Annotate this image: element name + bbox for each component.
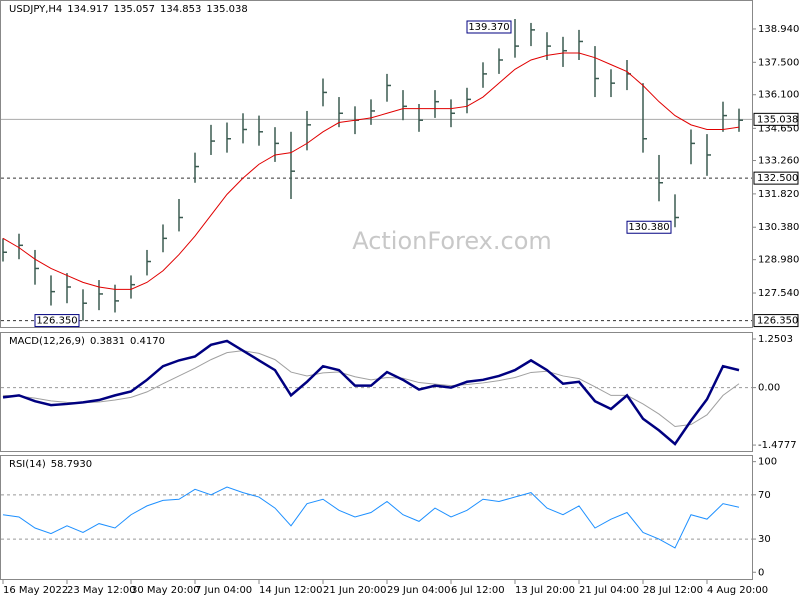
header-value: 134.853	[160, 4, 201, 15]
header-value: 58.7930	[51, 459, 92, 470]
y-tick-label: 133.260	[758, 156, 799, 167]
y-tick-label: 30	[758, 534, 771, 545]
panel-title: RSI(14) 58.7930	[9, 459, 92, 470]
rsi-line	[2, 486, 740, 549]
watermark: ActionForex.com	[352, 227, 552, 255]
level-label: 132.500	[757, 173, 798, 184]
header-value: USDJPY,H4	[9, 4, 62, 15]
x-tick-label: 28 Jul 12:00	[643, 585, 703, 596]
y-tick-label: 127.540	[758, 288, 799, 299]
moving-average	[2, 52, 740, 290]
y-tick-label: 134.650	[758, 123, 799, 134]
macd-panel	[0, 332, 753, 452]
annotation-box	[466, 20, 512, 34]
x-tick-label: 21 Jul 04:00	[579, 585, 639, 596]
annotation: 126.350	[36, 316, 77, 327]
annotation: 130.380	[628, 222, 669, 233]
y-tick-label: 136.100	[758, 90, 799, 101]
level-label-box	[753, 112, 799, 126]
x-tick-label: 13 Jul 20:00	[515, 585, 575, 596]
header-value: 0.4170	[130, 336, 165, 347]
x-tick-label: 16 May 2022	[3, 585, 68, 596]
panel-title: USDJPY,H4 134.917 135.057 134.853 135.038	[9, 4, 248, 15]
level-label-box	[753, 314, 799, 328]
macd-line	[2, 339, 740, 446]
y-tick-label: 137.500	[758, 57, 799, 68]
signal-line	[2, 350, 740, 428]
x-tick-label: 6 Jul 12:00	[451, 585, 505, 596]
y-tick-label: 100	[758, 457, 777, 468]
header-value: RSI(14)	[9, 459, 46, 470]
header-value: 135.057	[114, 4, 155, 15]
y-tick-label: -1.4777	[758, 440, 797, 451]
x-tick-label: 21 Jun 20:00	[323, 585, 387, 596]
level-label-box	[753, 171, 799, 185]
x-tick-label: 4 Aug 20:00	[707, 585, 768, 596]
panel-title: MACD(12,26,9) 0.3831 0.4170	[9, 336, 165, 347]
annotation-box	[34, 314, 80, 328]
level-label: 126.350	[757, 316, 798, 327]
x-tick-label: 14 Jun 12:00	[259, 585, 323, 596]
x-tick-label: 7 Jun 04:00	[195, 585, 252, 596]
y-tick-label: 0	[758, 567, 764, 578]
header-value: 134.917	[67, 4, 108, 15]
x-tick-label: 30 May 20:00	[131, 585, 200, 596]
y-tick-label: 128.980	[758, 255, 799, 266]
price-panel	[0, 0, 753, 328]
y-tick-label: 0.00	[758, 383, 780, 394]
y-tick-label: 138.940	[758, 24, 799, 35]
header-value: 0.3831	[90, 336, 125, 347]
header-value: MACD(12,26,9)	[9, 336, 85, 347]
annotation: 139.370	[468, 22, 509, 33]
y-tick-label: 70	[758, 490, 771, 501]
annotation-box	[626, 220, 672, 234]
x-tick-label: 29 Jun 04:00	[387, 585, 451, 596]
y-tick-label: 131.820	[758, 189, 799, 200]
level-label: 135.038	[757, 114, 798, 125]
y-tick-label: 1.2503	[758, 334, 793, 345]
y-tick-label: 130.380	[758, 222, 799, 233]
header-value: 135.038	[206, 4, 247, 15]
rsi-panel	[0, 455, 753, 580]
x-tick-label: 23 May 12:00	[67, 585, 136, 596]
